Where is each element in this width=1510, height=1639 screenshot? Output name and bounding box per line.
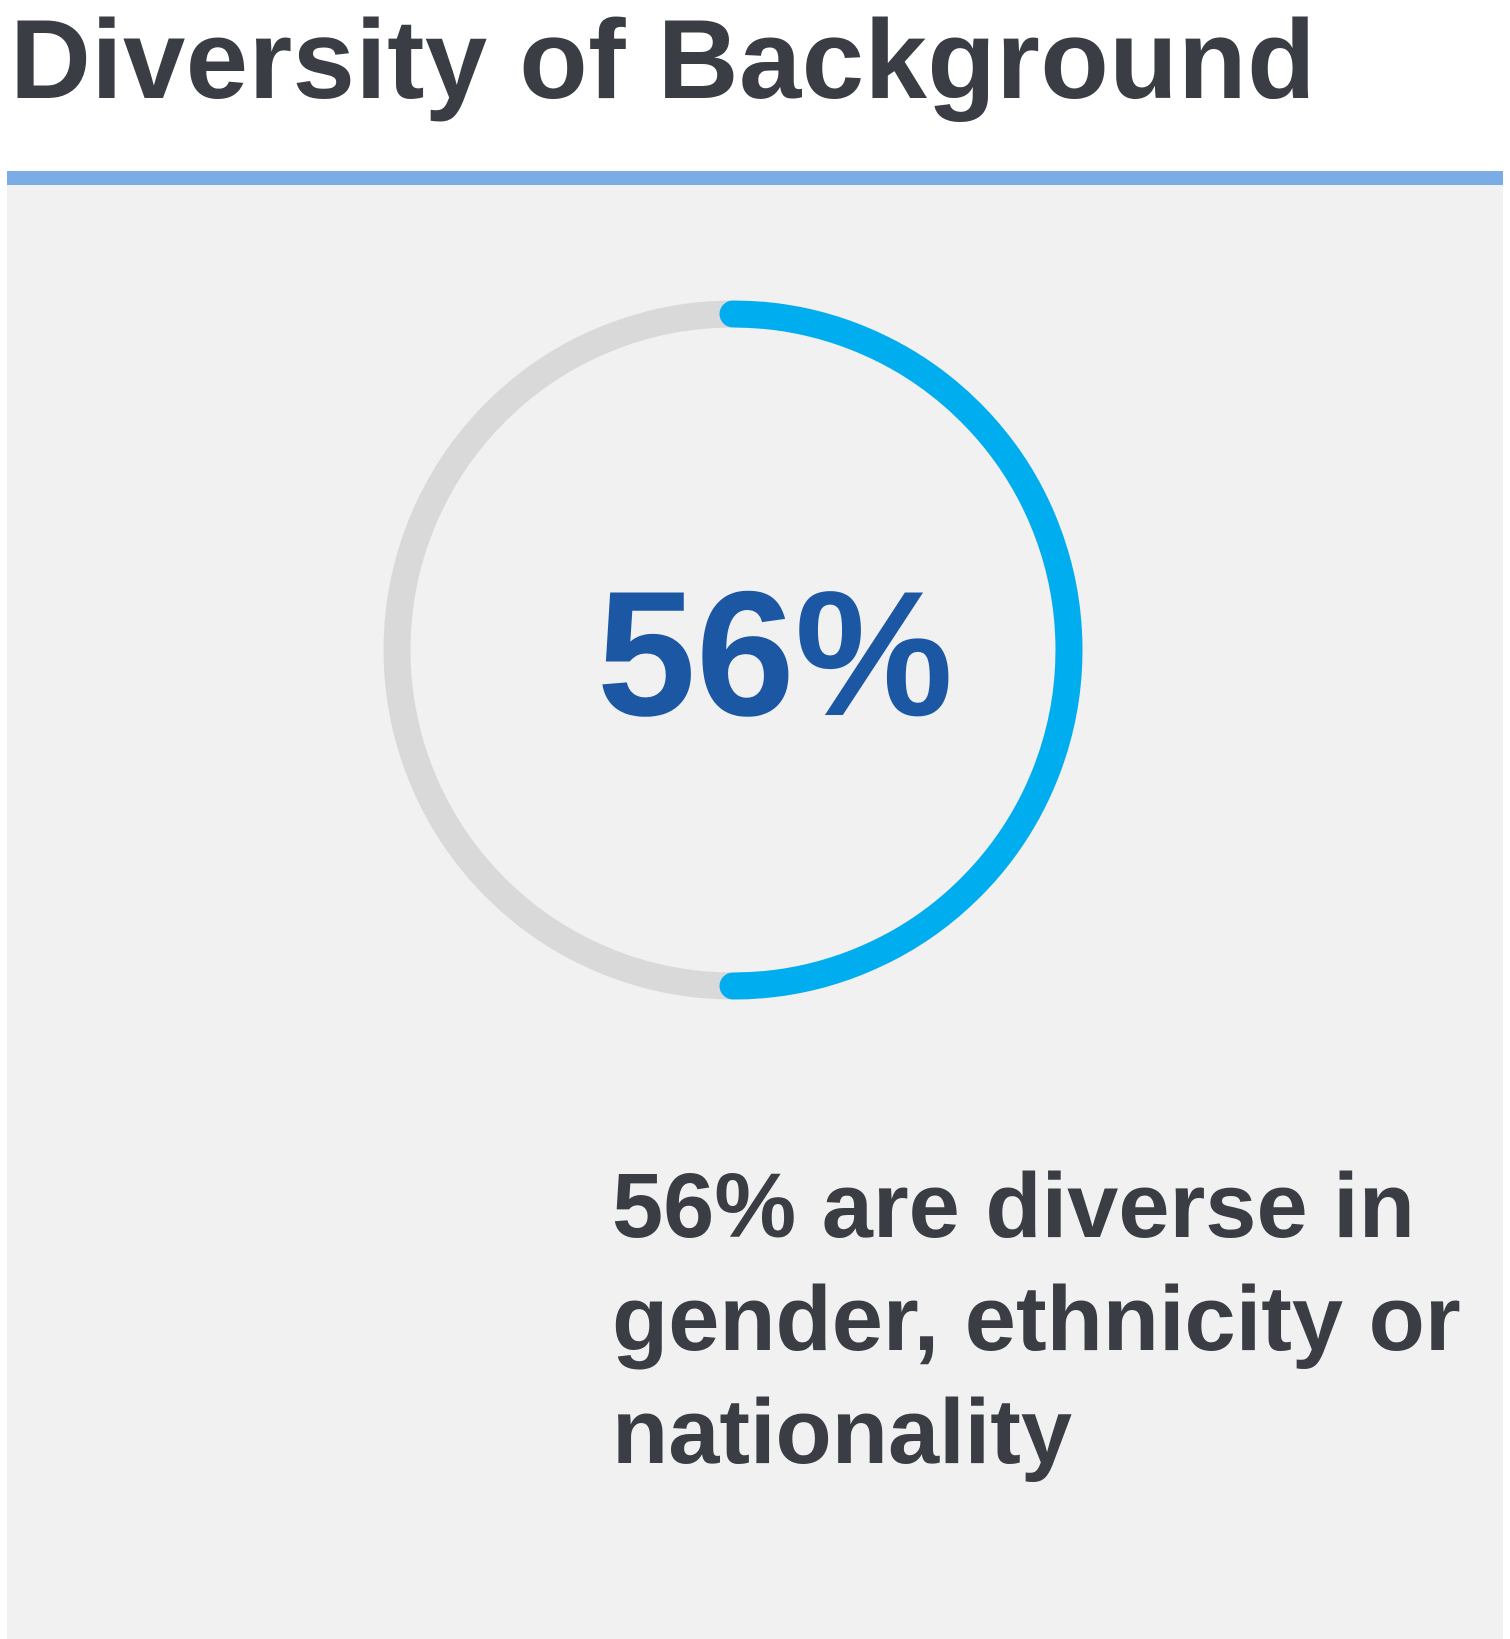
ring-progress-arc — [719, 300, 1083, 1000]
chart-panel — [7, 185, 1503, 1639]
description-text: 56% are diverse in gender, ethnicity or … — [612, 1155, 1461, 1483]
title-divider — [7, 171, 1503, 185]
page-title: Diversity of Background — [10, 0, 1317, 122]
percentage-value: 56% — [597, 554, 953, 753]
